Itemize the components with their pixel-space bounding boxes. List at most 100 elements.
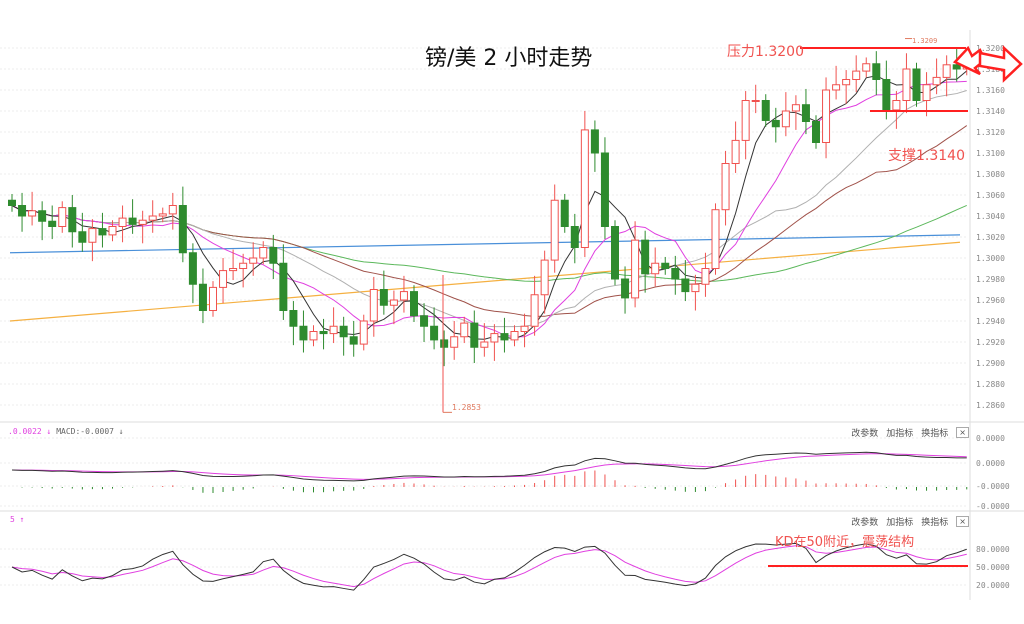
candle-body (671, 268, 680, 280)
high-label: 1.3209 (912, 37, 938, 45)
candle-body (661, 262, 670, 269)
candle-body (510, 331, 519, 341)
candle-body (299, 325, 308, 341)
candle-body (600, 152, 609, 227)
ma20-line (11, 89, 967, 328)
candle-body (450, 336, 459, 348)
switch-indicator-button[interactable]: 换指标 (921, 429, 949, 439)
candle-body (691, 283, 700, 293)
add-indicator-button[interactable]: 加指标 (886, 518, 914, 528)
candle-body (842, 79, 851, 86)
candle-body (98, 228, 107, 236)
close-panel-button[interactable]: × (956, 427, 969, 438)
candle-body (781, 110, 790, 128)
chart-title: 镑/美 2 小时走势 (425, 46, 593, 71)
macd-dif-line (11, 451, 967, 482)
candle-body (882, 79, 891, 111)
candle-body (892, 100, 901, 111)
kd-note: KD在50附近，震荡结构 (775, 535, 915, 550)
candle-body (570, 226, 579, 248)
candle-body (480, 341, 489, 348)
candle-body (249, 257, 258, 264)
candle-body (420, 315, 429, 327)
candle-body (209, 286, 217, 311)
candle-body (339, 325, 348, 338)
candle-body (681, 278, 690, 293)
candle-body (852, 70, 861, 80)
candle-body (621, 278, 630, 299)
y-tick-label: 1.3180 (976, 65, 1005, 74)
y-tick-label: 1.3140 (976, 107, 1005, 116)
kd-toolbar: 改参数 加指标 换指标 × (851, 515, 969, 528)
candle-body (229, 268, 238, 272)
candle-body (872, 63, 881, 80)
switch-indicator-button[interactable]: 换指标 (921, 518, 949, 528)
candle-body (430, 325, 439, 341)
candle-body (440, 339, 449, 348)
candle-body (932, 76, 941, 86)
candle-body (771, 119, 780, 128)
candle-body (520, 325, 529, 332)
candle-body (58, 207, 67, 228)
y-tick-label: 1.2960 (976, 296, 1005, 305)
y-tick-label: 1.3160 (976, 86, 1005, 95)
candle-body (500, 333, 509, 341)
candle-body (711, 209, 720, 269)
candle-body (309, 331, 318, 341)
macd-tick-label: 0.0000 (976, 434, 1005, 443)
close-panel-button[interactable]: × (956, 516, 969, 527)
candle-body (359, 320, 368, 345)
change-params-button[interactable]: 改参数 (851, 518, 879, 528)
candle-body (801, 104, 810, 122)
candle-body (8, 199, 16, 206)
macd-tick-label: -0.0000 (976, 482, 1010, 491)
y-tick-label: 1.2880 (976, 380, 1005, 389)
candle-body (68, 207, 77, 233)
macd-tick-label: -0.0000 (976, 502, 1010, 511)
candle-body (410, 291, 418, 317)
candle-body (490, 333, 499, 343)
candle-body (791, 104, 800, 112)
candle-body (219, 270, 228, 288)
candle-body (942, 64, 951, 78)
y-tick-label: 1.3040 (976, 212, 1005, 221)
y-tick-label: 1.3020 (976, 233, 1005, 242)
candle-body (108, 226, 117, 236)
candle-body (369, 289, 378, 322)
low-label: 1.2853 (452, 403, 481, 412)
candle-body (902, 68, 911, 101)
candle-body (188, 252, 197, 285)
candle-body (78, 231, 87, 243)
candle-body (198, 283, 207, 311)
candle-body (138, 219, 147, 225)
kd-tick-label: 80.0000 (976, 545, 1010, 554)
arrow-right-icon (978, 45, 1023, 83)
macd-dif: .0.0022 ↓ (8, 427, 52, 436)
candle-body (279, 262, 288, 311)
kd-tick-label: 20.0000 (976, 581, 1010, 590)
candle-body (741, 100, 750, 141)
y-tick-label: 1.3120 (976, 128, 1005, 137)
macd-value: MACD:-0.0007 ↓ (56, 427, 124, 436)
candle-body (289, 310, 298, 327)
macd-toolbar: 改参数 加指标 换指标 × (851, 426, 969, 439)
candle-body (470, 322, 479, 348)
candle-body (38, 210, 47, 222)
resistance-label: 压力1.3200 (727, 44, 804, 60)
candle-body (389, 299, 398, 306)
candle-body (701, 268, 710, 285)
candle-body (168, 205, 177, 215)
candle-body (28, 210, 37, 217)
change-params-button[interactable]: 改参数 (851, 429, 879, 439)
kd-tick-label: 50.0000 (976, 563, 1010, 572)
add-indicator-button[interactable]: 加指标 (886, 429, 914, 439)
kd-k-line (11, 542, 967, 591)
y-tick-label: 1.3000 (976, 254, 1005, 263)
candle-body (148, 215, 157, 221)
candle-body (812, 121, 820, 143)
candle-body (721, 163, 730, 211)
candle-body (641, 239, 650, 275)
candle-body (651, 262, 660, 275)
kd-header: 5 ↑ (10, 515, 25, 524)
